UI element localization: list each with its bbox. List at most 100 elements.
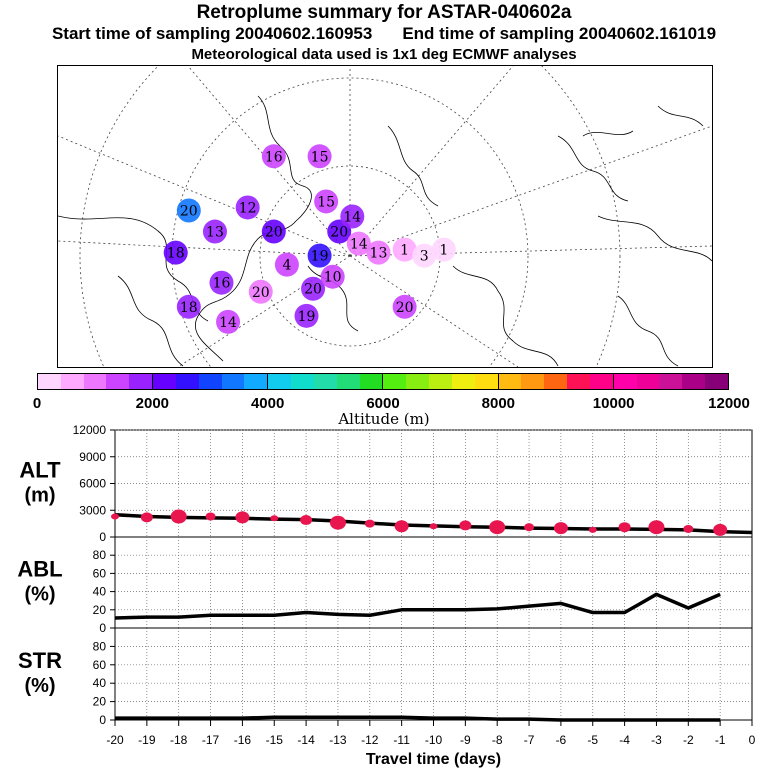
retroplume-map: 20 19 20 20 19 20 20 16 13 14 13 1 3 1 14 15 16 15 20 18 18 1…: [57, 65, 713, 368]
plume-marker: [248, 279, 273, 304]
colorbar-segment: [544, 374, 568, 389]
y-tick-label: 40: [93, 676, 107, 690]
colorbar-segment: [106, 374, 130, 389]
alt-point: [170, 509, 187, 524]
x-tick-label: -8: [492, 733, 503, 747]
colorbar-segment: [705, 374, 728, 389]
plume-marker: [392, 294, 417, 319]
plume-marker: [320, 264, 345, 289]
panel-label: ALT: [19, 458, 61, 483]
colorbar-segment: [521, 374, 545, 389]
alt-point: [524, 523, 535, 532]
x-tick-label: -15: [266, 733, 284, 747]
plume-marker-label: 15: [317, 194, 335, 210]
colorbar-segment: [83, 374, 107, 389]
plume-marker-label: 15: [311, 149, 329, 165]
colorbar-segment: [383, 374, 407, 389]
plume-marker: [392, 237, 417, 262]
plume-marker: [261, 219, 286, 244]
colorbar-tick-label: 0: [32, 395, 42, 412]
x-tick-label: -6: [556, 733, 567, 747]
x-axis-label: Travel time (days): [366, 751, 501, 768]
plume-marker: [340, 204, 365, 229]
panel-label: ABL: [17, 557, 62, 582]
colorbar-tick-label: 6000: [366, 395, 400, 412]
plume-marker-label: 20: [330, 225, 348, 241]
x-tick-label: -9: [460, 733, 471, 747]
alt-point: [205, 512, 216, 521]
str-panel: 0 20 40 60 80 STR(%): [18, 627, 753, 727]
plume-marker-label: 3: [420, 249, 429, 265]
x-tick-label: -20: [106, 733, 124, 747]
plume-marker: [163, 240, 188, 265]
y-tick-label: 60: [93, 658, 107, 672]
colorbar-tick-label: 2000: [135, 395, 170, 412]
start-time-label: Start time of sampling 20040602.160953: [51, 24, 373, 43]
colorbar-segment: [221, 374, 245, 389]
panel-label: STR: [18, 648, 62, 673]
colorbar-segment: [268, 374, 292, 389]
x-tick-label: -18: [170, 733, 188, 747]
colorbar-tick-label: 8000: [481, 395, 516, 412]
colorbar-segment: [38, 374, 61, 389]
plume-marker-label: 20: [252, 285, 270, 301]
y-tick-label: 9000: [79, 450, 106, 464]
alt-point: [489, 520, 506, 535]
alt-point: [140, 512, 153, 523]
end-time-label: End time of sampling 20040602.161019: [402, 24, 717, 43]
x-tick-label: -14: [297, 733, 315, 747]
plume-marker: [261, 144, 286, 169]
y-tick-label: 3000: [79, 503, 106, 517]
series-line: [115, 715, 721, 722]
x-tick-label: -16: [234, 733, 252, 747]
plot-title: Retroplume summary for ASTAR-040602a: [196, 2, 572, 23]
y-tick-label: 20: [93, 603, 107, 617]
x-axis: -20 -19 -18 -17 -16 -15 -14 -13 -12 -11 -10 -9 -8 -7-…: [106, 720, 756, 768]
alt-point: [394, 520, 409, 533]
plume-marker: [202, 219, 227, 244]
alt-point: [364, 519, 375, 528]
x-tick-label: -19: [138, 733, 156, 747]
x-tick-label: -10: [425, 733, 443, 747]
colorbar-segment: [498, 374, 522, 389]
alt-point: [270, 515, 279, 522]
plume-marker: [294, 303, 319, 328]
plume-marker-label: 16: [213, 276, 231, 292]
plume-marker: [314, 189, 339, 214]
alt-point: [553, 522, 568, 535]
colorbar-segment: [60, 374, 84, 389]
colorbar-segment: [429, 374, 452, 389]
x-tick-label: -1: [715, 733, 726, 747]
colorbar-segment: [198, 374, 222, 389]
y-tick-label: 40: [93, 585, 107, 599]
colorbar-segment: [336, 374, 360, 389]
colorbar-segment: [636, 374, 660, 389]
colorbar-segment: [153, 374, 176, 389]
colorbar-segment: [659, 374, 683, 389]
plume-marker: [176, 198, 201, 223]
colorbar-segment: [451, 374, 475, 389]
alt-point: [459, 520, 472, 531]
x-tick-label: 0: [749, 733, 756, 747]
y-tick-label: 20: [93, 695, 107, 709]
plume-marker-label: 20: [304, 282, 322, 298]
plume-marker: [176, 294, 201, 319]
sampling-times: Start time of sampling 20040602.160953 En…: [0, 24, 768, 44]
plume-marker-label: 1: [400, 243, 409, 259]
plume-marker-label: 1: [439, 243, 448, 259]
x-tick-label: -7: [524, 733, 535, 747]
altitude-colorbar: [37, 373, 729, 390]
met-data-label: Meteorological data used is 1x1 deg ECMW…: [191, 46, 577, 63]
plume-marker: [412, 243, 437, 268]
plume-marker-label: 14: [343, 210, 361, 226]
plume-marker-label: 14: [219, 315, 237, 331]
y-tick-label: 0: [99, 530, 106, 544]
x-tick-label: -3: [651, 733, 662, 747]
alt-point: [683, 524, 694, 533]
plume-marker-label: 10: [324, 270, 342, 286]
colorbar-label: Altitude (m): [338, 410, 430, 428]
colorbar-segment: [291, 374, 314, 389]
plume-marker: [307, 144, 332, 169]
